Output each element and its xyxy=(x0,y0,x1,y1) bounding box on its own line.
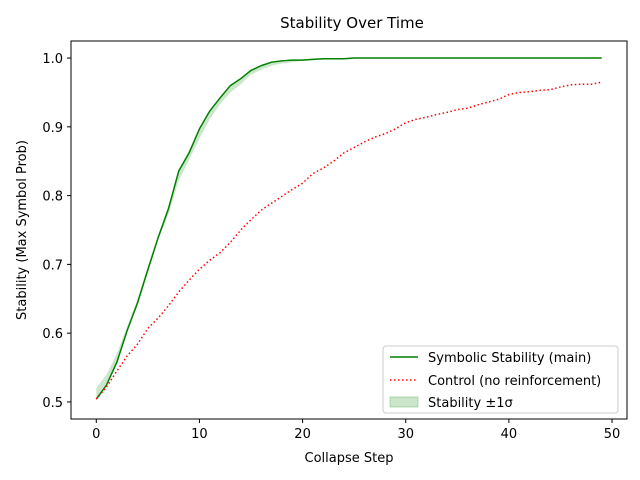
x-tick-label: 20 xyxy=(294,427,311,442)
series-line-main xyxy=(95,57,602,400)
y-tick-label: 0.7 xyxy=(42,258,63,273)
x-tick-label: 10 xyxy=(191,427,208,442)
x-tick-label: 30 xyxy=(397,427,414,442)
y-tick-label: 1.0 xyxy=(42,52,63,67)
y-tick-label: 0.8 xyxy=(42,190,63,205)
x-axis: 0 10 20 30 40 50 xyxy=(92,419,620,442)
legend-label-band: Stability ±1σ xyxy=(428,396,513,411)
legend: Symbolic Stability (main) Control (no re… xyxy=(382,345,619,414)
x-axis-label: Collapse Step xyxy=(305,451,394,466)
legend-label-main: Symbolic Stability (main) xyxy=(428,351,591,366)
y-tick-label: 0.6 xyxy=(42,327,63,342)
y-tick-label: 0.9 xyxy=(42,121,63,136)
chart-title: Stability Over Time xyxy=(280,14,424,32)
legend-swatch-band xyxy=(389,396,419,408)
legend-label-control: Control (no reinforcement) xyxy=(428,374,601,389)
y-axis: 0.5 0.6 0.7 0.8 0.9 1.0 xyxy=(42,52,71,411)
y-axis-label: Stability (Max Symbol Prob) xyxy=(15,140,30,320)
y-tick-label: 0.5 xyxy=(42,396,63,411)
legend-box xyxy=(382,345,619,414)
x-tick-label: 40 xyxy=(501,427,518,442)
plot-area xyxy=(95,57,602,400)
x-tick-label: 50 xyxy=(604,427,621,442)
x-tick-label: 0 xyxy=(92,427,100,442)
axes-frame xyxy=(70,40,628,420)
